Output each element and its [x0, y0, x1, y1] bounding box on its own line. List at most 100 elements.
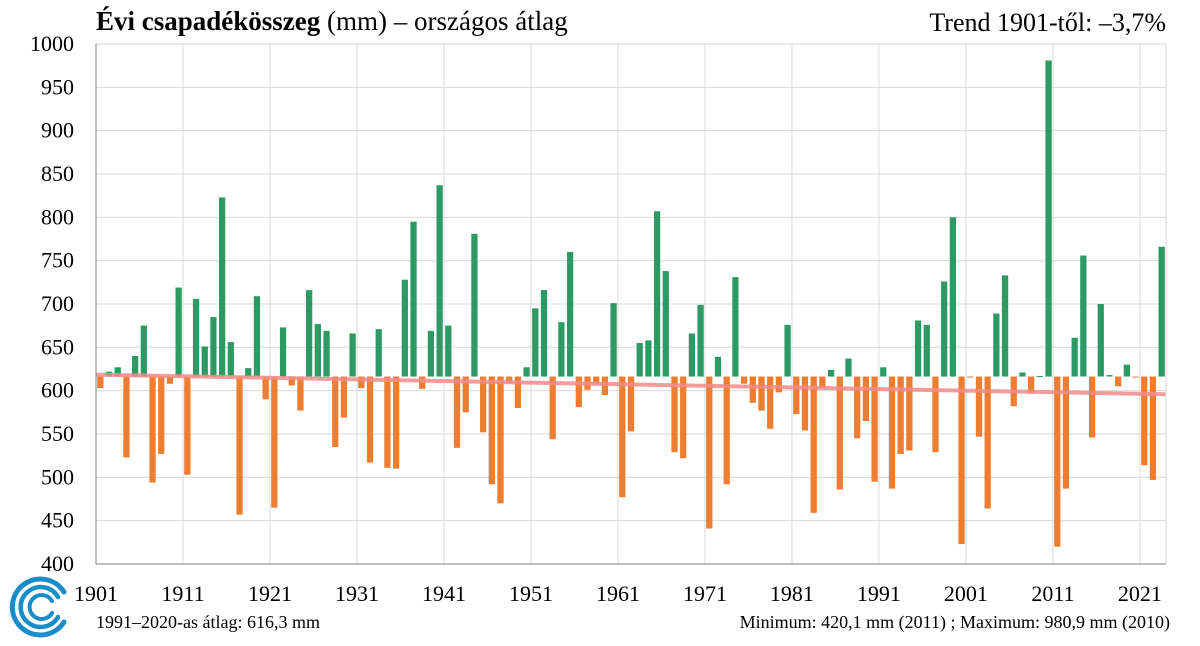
- bar-1943: [462, 376, 469, 413]
- y-axis-tick-labels: 400 450 500 550 600 650 700 750 800 850 900 950 1000: [30, 31, 74, 576]
- x-tick-label-1921: 1921: [248, 581, 292, 606]
- bar-1996: [923, 324, 930, 377]
- y-tick-label-1000: 1000: [30, 31, 74, 56]
- bar-1922: [279, 327, 287, 377]
- bar-1978: [767, 376, 774, 429]
- bar-1974: [732, 277, 739, 377]
- bar-1921: [271, 376, 278, 508]
- bar-2014: [1080, 255, 1087, 377]
- x-tick-label-1991: 1991: [857, 581, 901, 606]
- bar-1918: [245, 368, 252, 377]
- bar-1986: [836, 376, 843, 490]
- chart-title-main: Évi csapadékösszeg: [96, 6, 321, 36]
- chart-title-unit: (mm) – országos átlag: [320, 6, 568, 36]
- bar-series: [97, 60, 1165, 547]
- bar-2002: [975, 376, 983, 437]
- bar-1982: [801, 376, 809, 431]
- bar-1965: [653, 211, 661, 377]
- bar-2001: [967, 376, 974, 378]
- bar-1944: [471, 233, 478, 377]
- bar-1914: [210, 317, 217, 377]
- bar-1997: [932, 376, 939, 453]
- bar-2003: [984, 376, 991, 509]
- y-tick-label-400: 400: [41, 551, 74, 576]
- bar-1932: [366, 376, 374, 463]
- y-tick-label-450: 450: [41, 508, 74, 533]
- y-tick-label-700: 700: [41, 291, 74, 316]
- bar-1976: [749, 376, 756, 403]
- bar-1998: [941, 281, 948, 377]
- bar-1955: [566, 252, 574, 377]
- bar-1925: [305, 290, 313, 377]
- bar-1973: [723, 376, 730, 485]
- bar-1938: [419, 376, 426, 389]
- bar-2009: [1036, 375, 1043, 377]
- axes: [95, 44, 1167, 565]
- bar-1911: [184, 376, 191, 475]
- bar-1962: [627, 376, 635, 432]
- bar-1968: [680, 376, 687, 459]
- trend-line: [95, 372, 1167, 397]
- bar-1942: [453, 376, 461, 448]
- x-tick-label-1911: 1911: [161, 581, 204, 606]
- bar-2012: [1062, 376, 1070, 489]
- bar-1946: [488, 376, 495, 485]
- bar-1994: [906, 376, 913, 451]
- bar-1952: [540, 290, 548, 377]
- bar-1931: [358, 376, 365, 389]
- y-tick-label-800: 800: [41, 204, 74, 229]
- average-note: 1991–2020-as átlag: 616,3 mm: [96, 612, 320, 632]
- bar-1924: [297, 376, 304, 411]
- y-tick-label-600: 600: [41, 378, 74, 403]
- bar-1941: [445, 325, 452, 377]
- bar-1947: [497, 376, 504, 504]
- bar-1988: [854, 376, 861, 439]
- bar-1999: [949, 217, 957, 377]
- bar-1905: [132, 356, 139, 377]
- bar-2004: [993, 313, 1000, 377]
- bar-1940: [436, 185, 443, 377]
- bar-1970: [697, 304, 704, 377]
- bar-1939: [427, 330, 435, 377]
- bar-1989: [862, 376, 870, 421]
- bar-1992: [888, 376, 896, 489]
- x-axis-tick-labels: 1901 1911 1921 1931 1941 1951 1961 1971 1981 1991…: [74, 581, 1162, 606]
- bar-2019: [1123, 364, 1130, 377]
- bar-1934: [384, 376, 391, 468]
- bar-1956: [575, 376, 582, 408]
- bar-1928: [332, 376, 339, 447]
- bar-1936: [401, 279, 408, 377]
- bar-1972: [714, 356, 722, 377]
- y-tick-label-850: 850: [41, 161, 74, 186]
- bar-2015: [1088, 376, 1096, 438]
- bar-2000: [958, 376, 965, 545]
- bar-1980: [784, 324, 791, 377]
- bar-1950: [523, 367, 530, 377]
- trend-label: Trend 1901-től: –3,7%: [929, 8, 1166, 37]
- bar-1990: [871, 376, 878, 482]
- trend-line-group: [95, 372, 1167, 397]
- bar-2020: [1132, 376, 1139, 378]
- bar-1904: [123, 376, 130, 458]
- bar-1969: [688, 333, 696, 377]
- bar-1991: [880, 367, 887, 377]
- bar-1977: [758, 376, 765, 411]
- bar-2008: [1028, 376, 1035, 394]
- bar-1993: [897, 376, 904, 454]
- bar-2010: [1045, 60, 1052, 377]
- y-tick-label-550: 550: [41, 421, 74, 446]
- bar-1971: [706, 376, 713, 529]
- bar-1913: [201, 346, 208, 377]
- x-tick-label-2011: 2011: [1031, 581, 1074, 606]
- bar-1983: [810, 376, 817, 513]
- bar-2007: [1019, 372, 1026, 377]
- bar-1951: [532, 308, 539, 377]
- bar-1967: [671, 376, 678, 453]
- bar-1958: [593, 376, 600, 383]
- x-tick-label-1981: 1981: [770, 581, 814, 606]
- y-tick-label-950: 950: [41, 74, 74, 99]
- bar-2017: [1106, 375, 1113, 377]
- bar-1908: [158, 376, 165, 454]
- bar-1961: [619, 376, 626, 498]
- x-tick-label-1951: 1951: [509, 581, 553, 606]
